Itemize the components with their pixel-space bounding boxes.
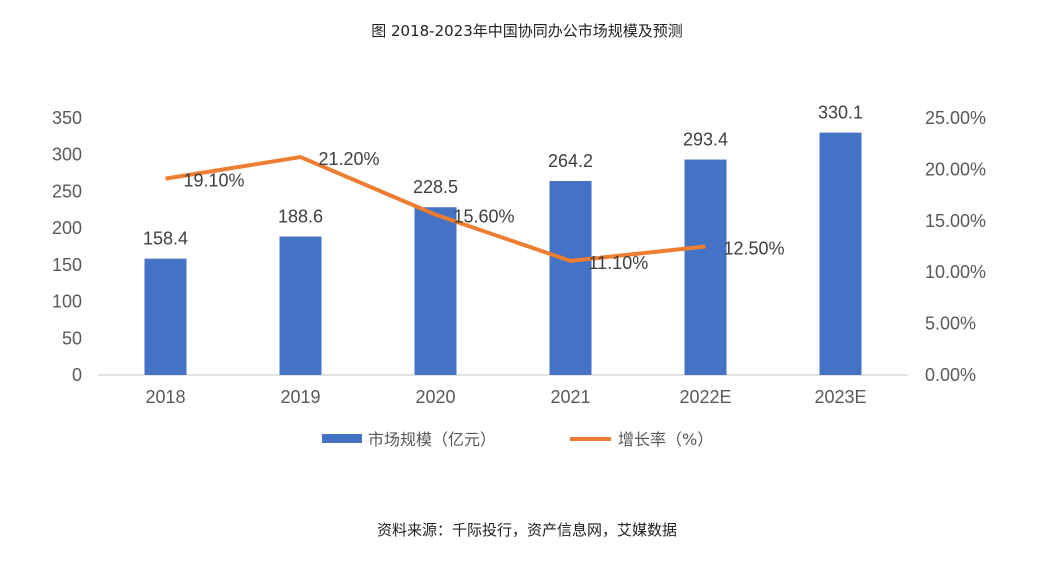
x-tick-label: 2019 — [280, 387, 320, 407]
x-tick-label: 2022E — [679, 387, 731, 407]
legend-swatch-bar — [322, 434, 362, 443]
bar-data-label: 228.5 — [413, 177, 458, 197]
bar — [549, 181, 592, 375]
y-right-tick-label: 0.00% — [925, 365, 976, 385]
bar-data-label: 188.6 — [278, 207, 323, 227]
y-right-tick-label: 25.00% — [925, 108, 986, 128]
bar-data-label: 158.4 — [143, 229, 188, 249]
bar — [279, 236, 322, 375]
x-tick-label: 2020 — [415, 387, 455, 407]
y-left-tick-label: 200 — [52, 218, 82, 238]
legend-label-bar: 市场规模（亿元） — [368, 430, 496, 449]
line-data-label: 21.20% — [319, 149, 380, 169]
bar-data-label: 330.1 — [818, 103, 863, 123]
y-right-tick-label: 15.00% — [925, 211, 986, 231]
y-left-tick-label: 150 — [52, 255, 82, 275]
line-data-label: 12.50% — [724, 239, 785, 259]
x-tick-label: 2021 — [550, 387, 590, 407]
y-left-tick-label: 350 — [52, 108, 82, 128]
line-data-label: 19.10% — [184, 171, 245, 191]
bar — [684, 159, 727, 375]
bar — [144, 258, 187, 375]
bar — [819, 132, 862, 375]
y-right-tick-label: 5.00% — [925, 314, 976, 334]
y-left-tick-label: 0 — [72, 365, 82, 385]
y-left-tick-label: 300 — [52, 145, 82, 165]
bar — [414, 207, 457, 375]
bar-data-label: 293.4 — [683, 130, 728, 150]
y-right-tick-label: 10.00% — [925, 262, 986, 282]
bar-data-label: 264.2 — [548, 151, 593, 171]
y-left-tick-label: 100 — [52, 292, 82, 312]
y-left-tick-label: 50 — [62, 328, 82, 348]
x-tick-label: 2018 — [145, 387, 185, 407]
line-data-label: 15.60% — [454, 207, 515, 227]
chart-title: 图 2018-2023年中国协同办公市场规模及预测 — [371, 22, 683, 40]
x-tick-label: 2023E — [814, 387, 866, 407]
y-right-tick-label: 20.00% — [925, 159, 986, 179]
legend-label-line: 增长率（%） — [618, 430, 713, 449]
source-note: 资料来源：千际投行，资产信息网，艾媒数据 — [376, 521, 677, 539]
line-data-label: 11.10% — [589, 253, 649, 273]
y-left-tick-label: 250 — [52, 181, 82, 201]
